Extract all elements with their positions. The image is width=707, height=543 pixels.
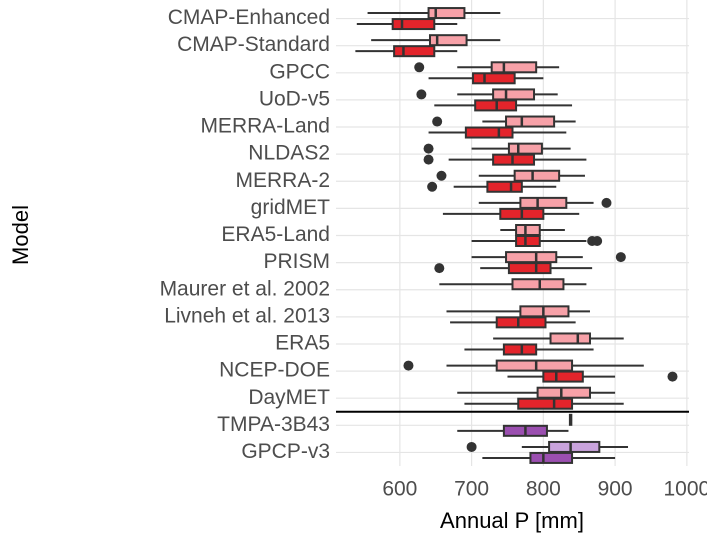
box: [505, 115, 556, 128]
y-tick-label: UoD-v5: [259, 87, 330, 110]
box: [391, 18, 436, 31]
box: [507, 262, 552, 275]
x-tick-label: 900: [598, 478, 633, 501]
outlier: [432, 116, 443, 127]
outlier: [434, 263, 445, 274]
y-tick-label: MERRA-2: [235, 169, 330, 192]
box: [519, 196, 568, 209]
outlier: [615, 252, 626, 263]
outlier: [423, 143, 434, 154]
box: [529, 451, 574, 464]
box: [517, 397, 574, 410]
box: [515, 235, 541, 247]
x-axis-label: Annual P [mm]: [440, 508, 584, 533]
box: [393, 45, 436, 58]
box: [495, 316, 547, 329]
box: [464, 126, 514, 139]
y-tick-label: TMPA-3B43: [217, 413, 330, 436]
y-tick-label: NCEP-DOE: [219, 359, 330, 382]
outlier: [414, 62, 425, 73]
box: [472, 72, 516, 85]
outlier: [423, 154, 434, 165]
y-tick-label: PRISM: [263, 250, 330, 273]
box: [549, 332, 591, 345]
box: [428, 34, 468, 47]
y-tick-label: MERRA-Land: [200, 115, 330, 138]
outlier: [427, 181, 438, 192]
outlier: [403, 360, 414, 371]
y-tick-label: DayMET: [248, 386, 330, 409]
y-tick-label: GPCP-v3: [241, 440, 330, 463]
box: [492, 88, 536, 101]
box: [486, 180, 523, 193]
box: [536, 386, 591, 399]
outlier: [466, 441, 477, 452]
y-tick-label: gridMET: [251, 196, 331, 219]
box: [515, 224, 541, 236]
box: [513, 169, 561, 182]
y-tick-label: ERA5-Land: [221, 223, 330, 246]
outlier: [667, 371, 678, 382]
x-tick-label: 1000: [663, 478, 707, 501]
box: [542, 370, 584, 383]
box: [502, 343, 538, 356]
outlier: [436, 170, 447, 181]
x-tick-label: 800: [526, 478, 561, 501]
y-tick-label: ERA5: [275, 332, 330, 355]
y-tick-label: NLDAS2: [248, 142, 330, 165]
y-tick-label: CMAP-Enhanced: [168, 6, 330, 29]
y-axis-label: Model: [8, 205, 33, 265]
outlier: [601, 197, 612, 208]
box: [548, 440, 601, 453]
y-tick-label: GPCC: [269, 60, 330, 83]
box: [490, 61, 538, 74]
box: [507, 142, 543, 155]
box: [511, 278, 565, 291]
box: [495, 359, 574, 372]
y-tick-label: CMAP-Standard: [177, 33, 330, 56]
y-tick-label: Maurer et al. 2002: [160, 277, 330, 300]
outlier: [416, 89, 427, 100]
y-tick-label: Livneh et al. 2013: [164, 304, 330, 327]
x-tick-label: 700: [454, 478, 489, 501]
box: [505, 251, 558, 264]
box: [427, 7, 466, 20]
outlier: [592, 236, 603, 246]
x-tick-label: 600: [382, 478, 417, 501]
